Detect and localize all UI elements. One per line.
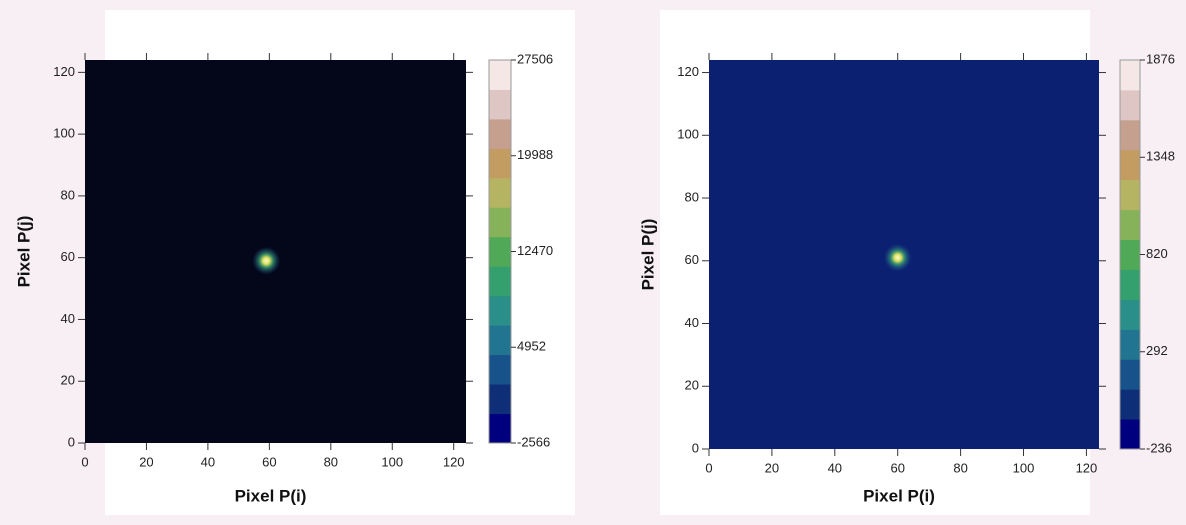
y-tick-label: 100 — [53, 126, 75, 141]
colorbar-band — [489, 60, 511, 90]
colorbar-tick-label: 4952 — [517, 339, 546, 354]
colorbar-tick-label: 27506 — [517, 51, 553, 66]
x-tick-label: 60 — [262, 454, 276, 469]
colorbar-band — [489, 236, 511, 267]
colorbar-band — [1120, 359, 1140, 390]
colorbar-band — [489, 118, 511, 149]
bright-spot — [252, 246, 281, 275]
colorbar-band — [1120, 89, 1140, 121]
y-tick-label: 120 — [677, 64, 699, 79]
colorbar-band — [1120, 389, 1140, 420]
colorbar-band — [1120, 419, 1140, 450]
colorbar-band — [1120, 60, 1140, 91]
y-tick-label: 20 — [61, 373, 75, 388]
colorbar-band — [489, 89, 511, 120]
colorbar-tick-label: 292 — [1146, 343, 1168, 358]
colorbar-tick-label: -2566 — [517, 434, 550, 449]
y-tick-label: 120 — [53, 64, 75, 79]
y-axis-title: Pixel P(j) — [638, 219, 657, 291]
y-tick-label: 40 — [61, 311, 75, 326]
colorbar-band — [1120, 119, 1140, 151]
x-tick-label: 40 — [201, 454, 215, 469]
bright-spot — [883, 243, 912, 272]
y-tick-label: 40 — [685, 315, 699, 330]
colorbar-band — [489, 413, 511, 444]
colorbar-band — [489, 148, 511, 179]
colorbar-band — [489, 207, 511, 238]
y-tick-label: 80 — [61, 187, 75, 202]
colorbar-band — [489, 384, 511, 415]
y-tick-label: 0 — [68, 434, 75, 449]
x-tick-label: 0 — [81, 454, 88, 469]
colorbar-band — [1120, 269, 1140, 300]
x-tick-label: 120 — [443, 454, 465, 469]
x-tick-label: 80 — [324, 454, 338, 469]
colorbar-band — [489, 354, 511, 385]
y-tick-label: 20 — [685, 378, 699, 393]
colorbar-band — [1120, 149, 1140, 181]
x-tick-label: 20 — [765, 460, 779, 475]
colorbar-tick-label: 19988 — [517, 147, 553, 162]
colorbar-band — [489, 177, 511, 208]
colorbar-tick-label: -236 — [1146, 440, 1172, 455]
colorbar-tick-label: 1876 — [1146, 51, 1175, 66]
y-tick-label: 100 — [677, 127, 699, 142]
colorbar-band — [489, 266, 511, 297]
colorbar-band — [489, 295, 511, 326]
x-tick-label: 0 — [705, 460, 712, 475]
colorbar-band — [1120, 209, 1140, 241]
x-tick-label: 100 — [1013, 460, 1035, 475]
x-tick-label: 20 — [139, 454, 153, 469]
y-tick-label: 80 — [685, 189, 699, 204]
x-tick-label: 40 — [828, 460, 842, 475]
y-axis-title: Pixel P(j) — [14, 216, 33, 288]
colorbar-band — [1120, 179, 1140, 211]
x-tick-label: 120 — [1076, 460, 1098, 475]
x-axis-title: Pixel P(i) — [235, 486, 307, 505]
x-axis-title: Pixel P(i) — [863, 486, 935, 505]
colorbar-tick-label: 12470 — [517, 243, 553, 258]
x-tick-label: 100 — [381, 454, 403, 469]
colorbar-tick-label: 1348 — [1146, 149, 1175, 164]
colorbar-band — [489, 325, 511, 356]
y-tick-label: 60 — [61, 249, 75, 264]
colorbar-band — [1120, 299, 1140, 330]
y-tick-label: 0 — [692, 440, 699, 455]
colorbar-tick-label: 820 — [1146, 246, 1168, 261]
colorbar-band — [1120, 239, 1140, 270]
x-tick-label: 80 — [953, 460, 967, 475]
y-tick-label: 60 — [685, 252, 699, 267]
colorbar-band — [1120, 329, 1140, 360]
x-tick-label: 60 — [890, 460, 904, 475]
